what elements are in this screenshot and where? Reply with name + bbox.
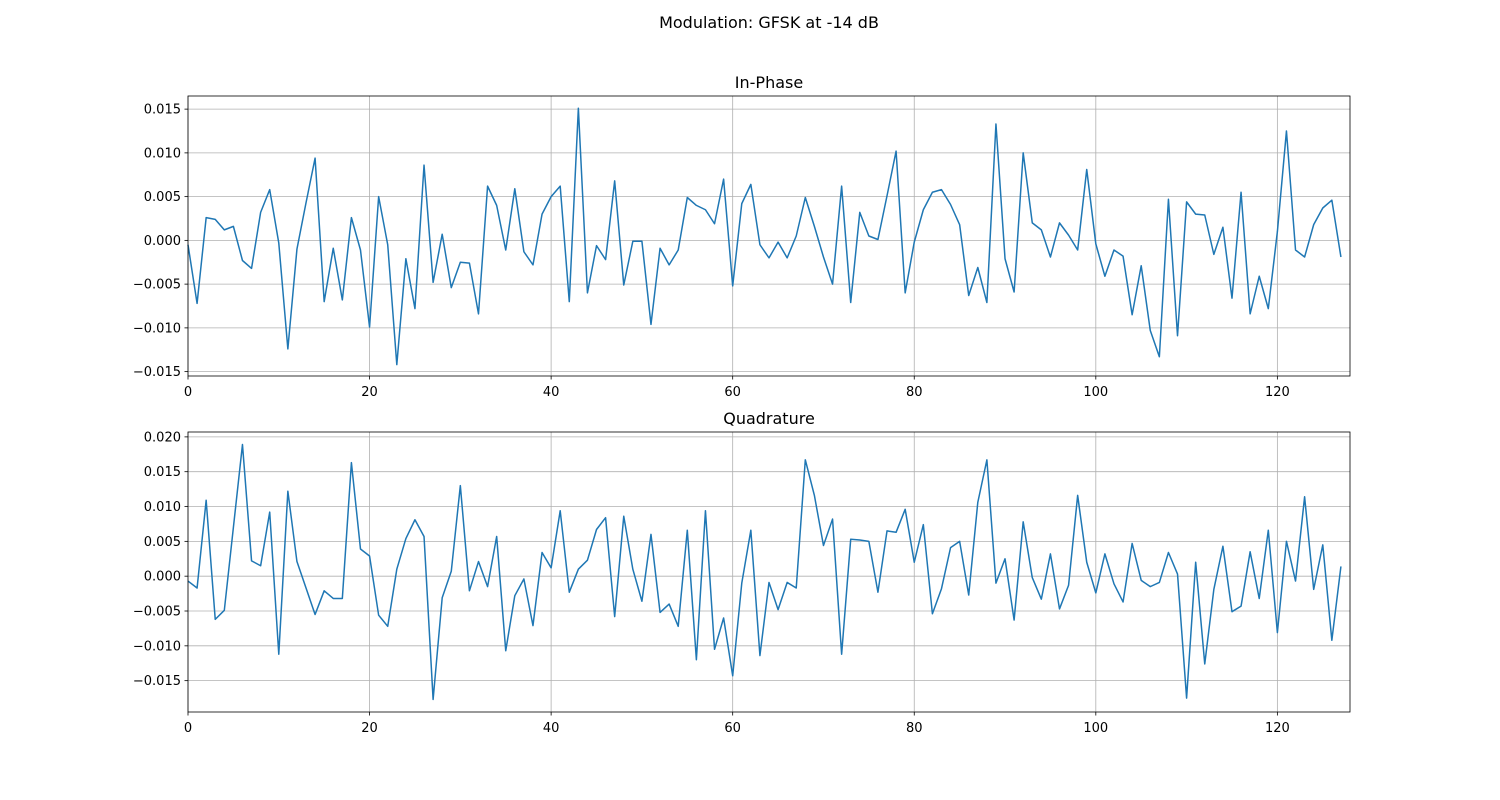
x-tick-label: 40 [543, 721, 560, 736]
figure-title: Modulation: GFSK at -14 dB [659, 13, 879, 32]
y-tick-label: 0.020 [144, 430, 181, 445]
x-tick-label: 20 [361, 385, 378, 400]
y-tick-label: −0.005 [133, 278, 181, 293]
subplot-title: In-Phase [735, 73, 803, 92]
y-tick-label: 0.000 [144, 570, 181, 585]
x-tick-label: 0 [184, 721, 192, 736]
y-tick-label: 0.005 [144, 535, 181, 550]
y-tick-label: 0.005 [144, 190, 181, 205]
x-tick-label: 0 [184, 385, 192, 400]
x-tick-label: 60 [724, 385, 741, 400]
subplot-title: Quadrature [723, 409, 815, 428]
y-tick-label: 0.000 [144, 234, 181, 249]
x-tick-label: 40 [543, 385, 560, 400]
y-tick-label: −0.010 [133, 639, 181, 654]
series-line [187, 107, 1342, 366]
x-tick-label: 60 [724, 721, 741, 736]
x-tick-label: 80 [906, 721, 923, 736]
y-tick-label: 0.010 [144, 500, 181, 515]
series-line [187, 443, 1342, 701]
x-tick-label: 20 [361, 721, 378, 736]
y-tick-label: −0.015 [133, 365, 181, 380]
x-tick-label: 100 [1083, 721, 1108, 736]
subplot-quadrature: 0 20 40 60 80 100 120 −0.015 −0.010 −0.005 0.000 0.… [133, 409, 1351, 736]
subplot-in-phase: 0 20 40 60 80 100 120 −0.015 −0.010 −0.005 0.000 0.… [133, 73, 1351, 400]
y-tick-label: 0.015 [144, 103, 181, 118]
axes-frame [187, 95, 1351, 377]
y-tick-label: 0.015 [144, 465, 181, 480]
y-tick-label: −0.015 [133, 674, 181, 689]
x-tick-label: 120 [1265, 385, 1290, 400]
y-tick-label: 0.010 [144, 146, 181, 161]
x-tick-label: 80 [906, 385, 923, 400]
x-tick-label: 120 [1265, 721, 1290, 736]
x-tick-label: 100 [1083, 385, 1108, 400]
y-tick-label: −0.010 [133, 321, 181, 336]
y-tick-label: −0.005 [133, 605, 181, 620]
axes-frame [187, 431, 1351, 713]
